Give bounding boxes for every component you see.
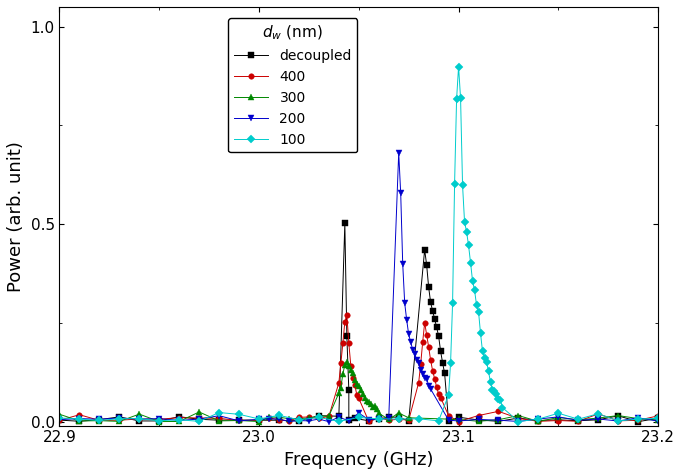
decoupled	[351, 416, 359, 421]
X-axis label: Frequency (GHz): Frequency (GHz)	[284, 451, 434, 469]
decoupled	[425, 284, 433, 290]
400	[343, 312, 351, 317]
400	[514, 416, 522, 421]
200	[454, 418, 462, 424]
300	[369, 404, 377, 409]
decoupled	[155, 418, 164, 424]
300	[654, 417, 662, 423]
decoupled	[235, 417, 243, 423]
Legend: decoupled, 400, 300, 200, 100: decoupled, 400, 300, 200, 100	[228, 18, 357, 152]
200	[417, 367, 425, 373]
200	[325, 419, 333, 425]
400	[454, 419, 462, 425]
100	[469, 278, 477, 284]
decoupled	[534, 417, 542, 423]
decoupled	[475, 417, 483, 423]
decoupled	[514, 415, 522, 421]
400	[432, 384, 441, 390]
decoupled	[432, 324, 441, 330]
100	[475, 309, 483, 315]
decoupled	[195, 416, 203, 422]
decoupled	[430, 316, 439, 322]
decoupled	[454, 414, 462, 420]
decoupled	[95, 417, 104, 423]
200	[413, 357, 421, 363]
300	[371, 403, 379, 408]
decoupled	[255, 417, 263, 423]
100	[654, 416, 662, 421]
Line: decoupled: decoupled	[57, 221, 661, 425]
decoupled	[315, 413, 323, 418]
300	[305, 415, 313, 421]
decoupled	[421, 247, 429, 253]
200	[411, 351, 419, 357]
400	[285, 418, 293, 424]
300	[363, 398, 371, 404]
decoupled	[75, 418, 83, 424]
400	[614, 418, 622, 424]
100	[454, 64, 462, 69]
100	[55, 415, 63, 421]
decoupled	[594, 417, 602, 423]
200	[395, 150, 403, 156]
decoupled	[494, 418, 503, 424]
200	[55, 417, 63, 423]
300	[55, 411, 63, 417]
decoupled	[436, 348, 445, 354]
decoupled	[344, 387, 353, 393]
400	[654, 413, 662, 419]
200	[419, 371, 427, 377]
decoupled	[574, 418, 582, 424]
decoupled	[395, 414, 403, 420]
100	[445, 392, 453, 398]
decoupled	[654, 416, 662, 421]
400	[425, 344, 433, 350]
decoupled	[365, 418, 373, 424]
400	[55, 417, 63, 423]
Line: 200: 200	[57, 150, 661, 425]
300	[454, 416, 462, 422]
decoupled	[344, 417, 353, 423]
decoupled	[426, 299, 434, 305]
Y-axis label: Power (arb. unit): Power (arb. unit)	[7, 141, 25, 292]
Line: 400: 400	[57, 312, 661, 424]
400	[295, 415, 303, 420]
200	[654, 418, 662, 424]
decoupled	[423, 262, 431, 268]
decoupled	[554, 417, 563, 423]
100	[490, 388, 499, 394]
decoupled	[135, 418, 143, 424]
decoupled	[115, 414, 123, 420]
decoupled	[275, 417, 283, 423]
decoupled	[374, 416, 383, 422]
200	[295, 418, 303, 424]
decoupled	[175, 414, 183, 419]
decoupled	[55, 417, 63, 423]
decoupled	[335, 413, 343, 419]
decoupled	[404, 418, 413, 424]
300	[155, 419, 164, 425]
decoupled	[385, 415, 393, 420]
decoupled	[215, 417, 223, 423]
decoupled	[445, 418, 453, 424]
decoupled	[434, 333, 443, 339]
300	[343, 359, 351, 365]
decoupled	[428, 308, 436, 314]
decoupled	[614, 413, 622, 419]
decoupled	[439, 360, 447, 366]
300	[365, 399, 373, 405]
decoupled	[634, 419, 642, 425]
Line: 100: 100	[57, 64, 661, 424]
Line: 300: 300	[57, 359, 661, 425]
100	[479, 348, 487, 354]
decoupled	[341, 220, 349, 226]
decoupled	[295, 418, 303, 424]
decoupled	[441, 370, 449, 376]
100	[514, 419, 522, 425]
100	[75, 416, 83, 422]
decoupled	[343, 333, 351, 339]
